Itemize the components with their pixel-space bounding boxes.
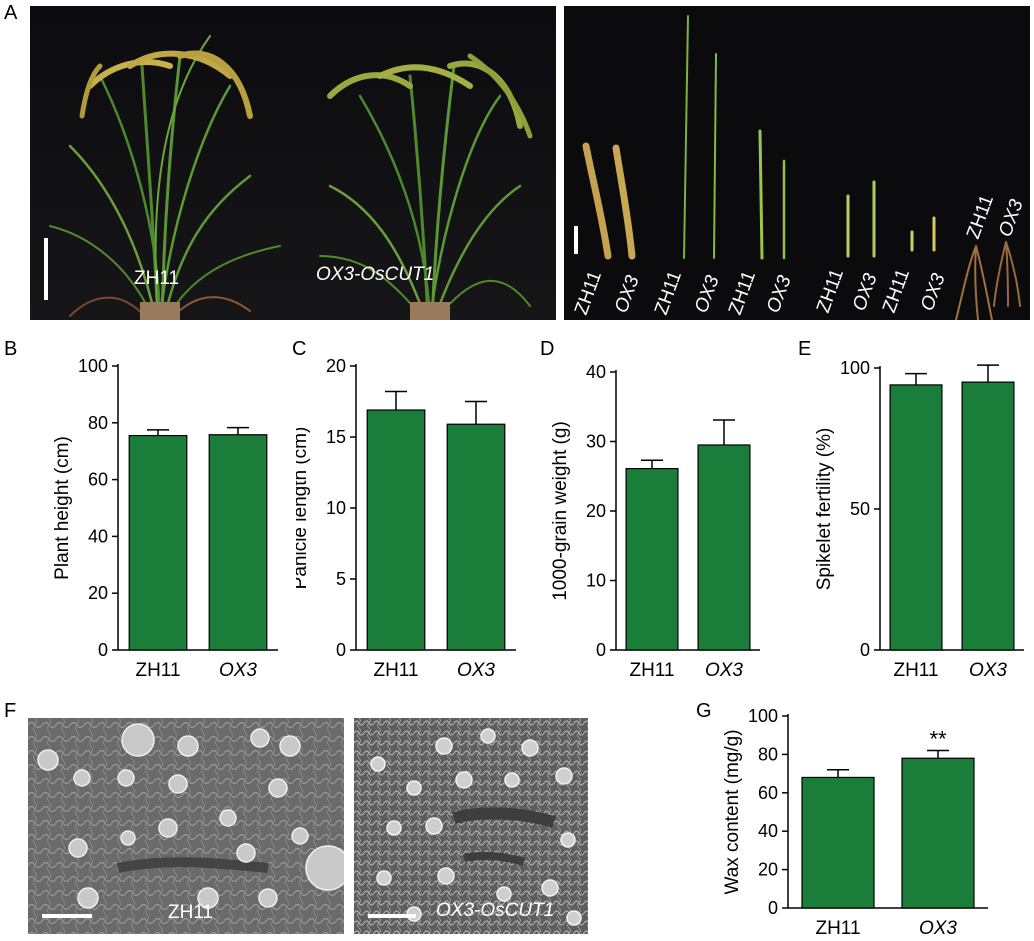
x-tick-label: OX3: [919, 918, 957, 939]
label-ox3-oscut1: OX3-OsCUT1: [316, 264, 435, 285]
panel-letter-b: B: [4, 338, 18, 360]
organ-label-zh11-3: ZH11: [725, 268, 760, 318]
organ-labels: ZH11 OX3 ZH11 OX3 ZH11 OX3 ZH11 OX3 ZH11…: [571, 192, 1028, 318]
y-tick-label: 10: [326, 498, 346, 518]
chart-plant-height: 0 20 40 60 80 100 ZH11 OX3 Plant height (cm): [52, 356, 278, 681]
chart-wax-content: 0 20 40 60 80 100 ZH11 ** OX3 Wax content (mg/g): [724, 706, 988, 939]
y-tick-label: 100: [840, 358, 870, 378]
y-tick-label: 0: [336, 640, 346, 660]
bar-zh11: [128, 434, 188, 651]
panel-letter-d: D: [540, 338, 555, 360]
y-tick-label: 50: [850, 499, 870, 519]
organ-label-zh11-2: ZH11: [651, 268, 686, 318]
sem-image-ox3: OX3-OsCUT1: [354, 718, 588, 934]
y-tick-label: 60: [88, 470, 108, 490]
y-tick-label: 15: [326, 427, 346, 447]
y-tick-label: 0: [860, 640, 870, 660]
panicle-ox3: [612, 144, 636, 260]
plant-zh11: [49, 35, 281, 320]
bar-ox3: [901, 757, 975, 909]
sem-label-zh11: ZH11: [168, 902, 214, 923]
x-tick-label: ZH11: [373, 660, 418, 681]
organ-label-zh11-6: ZH11: [963, 192, 998, 242]
bar-ox3: [208, 434, 268, 651]
bar-ox3: [961, 381, 1015, 651]
y-tick-label: 20: [586, 501, 606, 521]
y-tick-label: 100: [748, 706, 778, 726]
y-tick-label: 0: [98, 640, 108, 660]
organ-label-ox3-5: OX3: [917, 270, 950, 313]
y-tick-label: 10: [586, 571, 606, 591]
y-tick-label: 20: [326, 356, 346, 376]
panel-letter-c: C: [292, 338, 307, 360]
y-tick-label: 20: [758, 860, 778, 880]
x-tick-label: OX3: [457, 660, 495, 681]
organ-label-ox3-6: OX3: [995, 196, 1028, 239]
y-tick-label: 40: [88, 526, 108, 546]
organ-label-ox3-1: OX3: [611, 272, 644, 315]
whole-plant-drawing: [30, 6, 556, 320]
bar-ox3: [446, 423, 506, 651]
y-tick-label: 100: [78, 356, 108, 376]
root-zh11: [955, 245, 993, 320]
y-tick-label: 60: [758, 783, 778, 803]
y-tick-label: 0: [596, 640, 606, 660]
bar-zh11: [889, 384, 943, 651]
y-tick-label: 30: [586, 432, 606, 452]
x-tick-label: ZH11: [815, 918, 860, 939]
dissected-organs-photo: ZH11 OX3 ZH11 OX3 ZH11 OX3 ZH11 OX3 ZH11…: [564, 6, 1030, 320]
x-tick-label: OX3: [969, 660, 1007, 681]
y-axis-label: Panicle length (cm): [296, 427, 311, 590]
label-zh11: ZH11: [134, 268, 180, 289]
x-tick-label: ZH11: [629, 660, 674, 681]
organ-label-ox3-4: OX3: [849, 270, 882, 313]
bar-ox3: [697, 444, 751, 651]
scale-bar: [574, 226, 578, 254]
organ-label-zh11-1: ZH11: [571, 268, 606, 318]
bar-zh11: [625, 468, 679, 651]
panicle-zh11: [582, 142, 612, 260]
y-axis-label: Plant height (cm): [52, 436, 73, 580]
sem-drawing-ox3: [354, 718, 588, 934]
y-tick-label: 20: [88, 583, 108, 603]
plant-ox3: [319, 53, 533, 320]
organs-drawing: [564, 6, 1030, 320]
x-tick-label: ZH11: [893, 660, 938, 681]
y-tick-label: 80: [88, 413, 108, 433]
y-tick-label: 80: [758, 744, 778, 764]
chart-1000-grain-weight: 0 10 20 30 40 ZH11 OX3 1000-grain weight (g): [550, 362, 760, 681]
y-axis-label: Spikelet fertility (%): [814, 428, 835, 591]
significance-marker: **: [929, 727, 947, 752]
y-tick-label: 0: [768, 898, 778, 918]
organ-label-ox3-2: OX3: [691, 272, 724, 315]
scale-bar: [44, 238, 48, 300]
organ-label-zh11-4: ZH11: [813, 266, 848, 316]
panel-letter-g: G: [696, 700, 712, 722]
y-tick-label: 5: [336, 569, 346, 589]
scale-bar: [368, 914, 416, 918]
sem-label-ox3-oscut1: OX3-OsCUT1: [436, 900, 555, 921]
sem-image-zh11: ZH11: [28, 718, 344, 934]
y-tick-label: 40: [586, 362, 606, 382]
y-tick-label: 40: [758, 821, 778, 841]
y-axis-label: Wax content (mg/g): [724, 729, 743, 894]
x-tick-label: OX3: [219, 660, 257, 681]
x-tick-label: OX3: [705, 660, 743, 681]
panel-letter-f: F: [4, 700, 17, 722]
sem-drawing-zh11: [28, 718, 344, 934]
organ-label-zh11-5: ZH11: [879, 266, 914, 316]
organ-label-ox3-3: OX3: [763, 272, 796, 315]
chart-panicle-length: 0 5 10 15 20 ZH11 OX3 Panicle length (cm): [296, 356, 516, 681]
panel-letter-e: E: [798, 338, 812, 360]
root-ox3: [993, 241, 1021, 307]
panel-letter-a: A: [4, 2, 18, 24]
bar-zh11: [366, 409, 426, 651]
scale-bar: [42, 914, 92, 918]
chart-spikelet-fertility: 0 50 100 ZH11 OX3 Spikelet fertility (%): [814, 358, 1024, 681]
bar-zh11: [801, 776, 875, 909]
y-axis-label: 1000-grain weight (g): [550, 421, 571, 601]
x-tick-label: ZH11: [135, 660, 180, 681]
whole-plant-photo: ZH11 OX3-OsCUT1: [30, 6, 556, 320]
